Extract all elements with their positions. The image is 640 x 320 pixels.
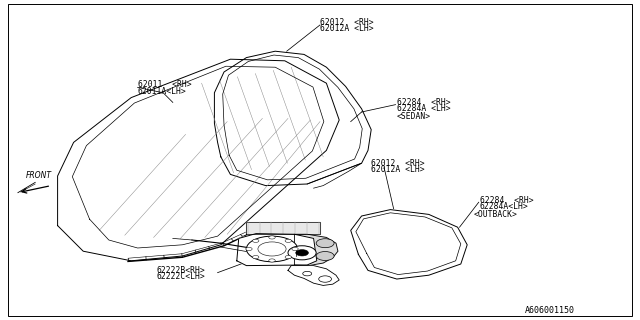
Circle shape: [288, 246, 316, 260]
Circle shape: [253, 239, 259, 243]
Text: 62284  <RH>: 62284 <RH>: [397, 98, 451, 107]
Text: 62012A <LH>: 62012A <LH>: [320, 24, 374, 33]
Polygon shape: [351, 210, 467, 279]
Polygon shape: [58, 59, 339, 261]
Circle shape: [303, 271, 312, 276]
Circle shape: [292, 247, 298, 251]
Polygon shape: [288, 266, 339, 285]
Circle shape: [253, 255, 259, 259]
Text: A606001150: A606001150: [525, 306, 575, 315]
Text: 62011  <RH>: 62011 <RH>: [138, 80, 191, 89]
Circle shape: [319, 276, 332, 282]
Text: FRONT: FRONT: [26, 171, 51, 180]
Text: 62222C<LH>: 62222C<LH>: [157, 272, 205, 281]
Polygon shape: [294, 234, 338, 266]
Circle shape: [246, 247, 252, 251]
Text: 62012  <RH>: 62012 <RH>: [371, 159, 425, 168]
Circle shape: [246, 236, 298, 262]
Polygon shape: [237, 234, 317, 266]
Text: <SEDAN>: <SEDAN>: [397, 112, 431, 121]
Polygon shape: [246, 222, 320, 234]
Text: 62012  <RH>: 62012 <RH>: [320, 18, 374, 27]
Text: 62284A <LH>: 62284A <LH>: [397, 104, 451, 113]
Circle shape: [285, 239, 291, 243]
Text: <OUTBACK>: <OUTBACK>: [474, 210, 518, 219]
Circle shape: [285, 255, 291, 259]
Polygon shape: [214, 51, 371, 186]
Text: S401: S401: [298, 244, 317, 253]
Circle shape: [316, 252, 334, 260]
Text: 62012A <LH>: 62012A <LH>: [371, 165, 425, 174]
Text: 62011A<LH>: 62011A<LH>: [138, 87, 186, 96]
Circle shape: [296, 250, 308, 256]
Circle shape: [269, 236, 275, 239]
Circle shape: [269, 259, 275, 262]
Text: 62222B<RH>: 62222B<RH>: [157, 266, 205, 275]
Text: 62284  <RH>: 62284 <RH>: [480, 196, 534, 204]
Text: 62284A<LH>: 62284A<LH>: [480, 202, 529, 211]
Circle shape: [316, 239, 334, 248]
